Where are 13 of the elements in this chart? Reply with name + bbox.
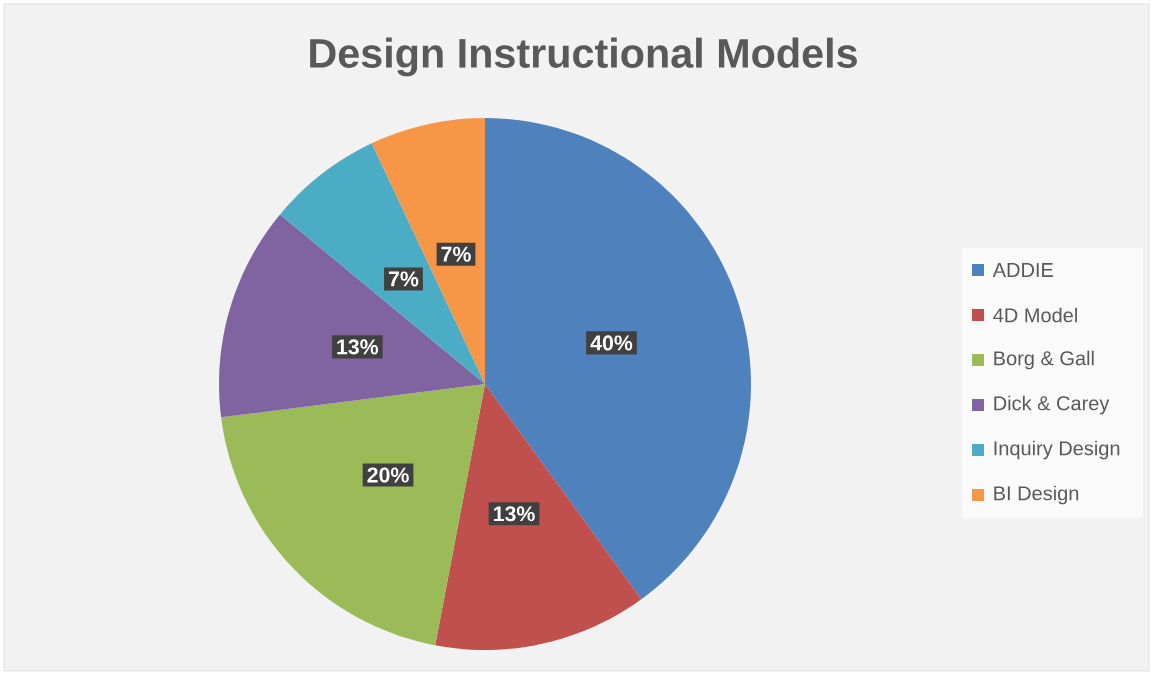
legend-label: 4D Model (993, 307, 1077, 323)
data-label: 13% (494, 506, 535, 522)
legend-label: ADDIE (992, 263, 1053, 277)
legend-label: Borg & Gall (994, 350, 1094, 370)
data-label: 7% (388, 271, 419, 287)
legend-label: BI Design (994, 485, 1079, 505)
data-label: 13% (337, 339, 379, 355)
legend-label: Inquiry Design (994, 440, 1120, 460)
legend-label: Dick & Carey (994, 395, 1110, 415)
data-label: 40% (590, 335, 633, 351)
data-label: 20% (367, 467, 409, 483)
chart-title: Design Instructional Models (310, 37, 857, 77)
data-label: 7% (441, 246, 471, 262)
